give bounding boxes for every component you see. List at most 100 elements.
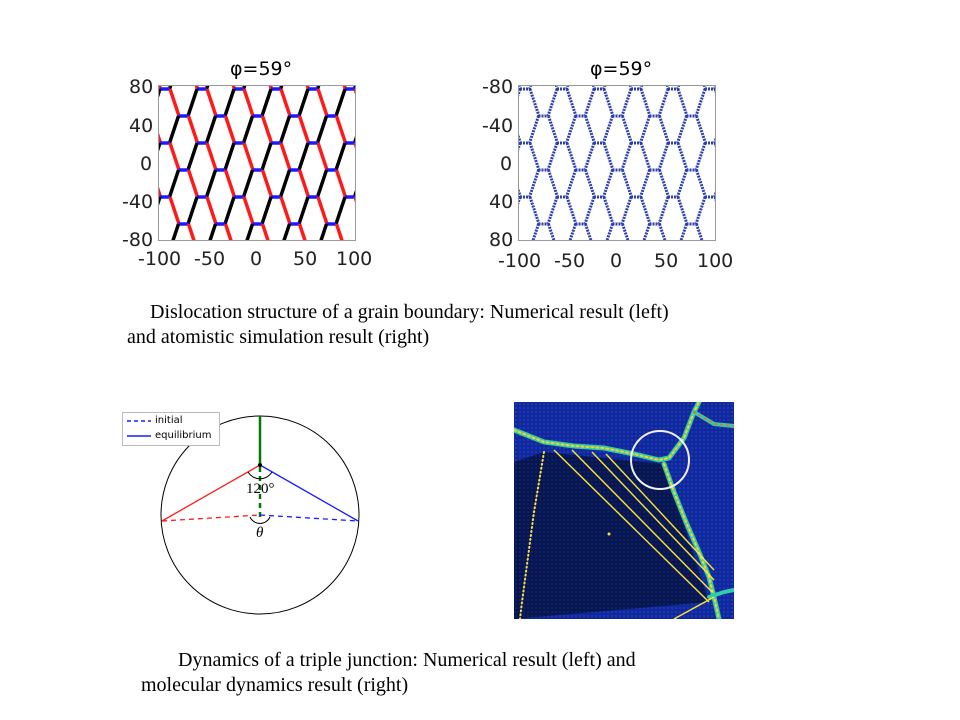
hexagon-segment xyxy=(658,223,667,240)
hexagon-segment xyxy=(242,196,255,225)
hexagon-segment xyxy=(620,88,633,117)
hexagon-segment xyxy=(204,115,218,144)
angle-arc-120 xyxy=(247,471,273,480)
hexagon-segment xyxy=(546,142,559,171)
right-y-tick: -80 xyxy=(482,76,514,98)
hexagon-segment xyxy=(168,196,181,225)
hexagon-segment xyxy=(159,88,162,98)
hexagon-segment xyxy=(620,142,633,171)
md-simulation-svg xyxy=(514,402,734,619)
hexagon-segment xyxy=(297,223,307,240)
hexagon-segment xyxy=(547,115,559,144)
hexagon-segment xyxy=(260,196,273,225)
hexagon-segment xyxy=(702,86,707,90)
left-y-tick: -80 xyxy=(122,229,154,251)
left-x-tick: -100 xyxy=(138,248,182,270)
hexagon-segment xyxy=(278,169,292,198)
md-dark-grain xyxy=(514,452,709,619)
hexagon-segment xyxy=(528,115,540,144)
hexagon-segment xyxy=(679,223,688,240)
hexagon-segment xyxy=(223,115,237,144)
hexagon-segment xyxy=(546,196,559,225)
hexagon-segment xyxy=(315,86,321,90)
triple-junction-highlight xyxy=(630,430,690,490)
hexagon-segment xyxy=(316,88,329,117)
hexagon-segment xyxy=(639,88,652,117)
right-y-tick: 0 xyxy=(500,153,513,175)
red-equilibrium-line xyxy=(161,464,261,522)
angle-label-120: 120° xyxy=(246,481,275,497)
hexagon-segment xyxy=(297,142,310,171)
hexagon-segment xyxy=(319,223,329,240)
left-plot-title: φ=59° xyxy=(230,58,293,80)
hexagon-segment xyxy=(519,133,522,144)
hexagon-segment xyxy=(186,88,199,117)
right-y-tick: -40 xyxy=(482,115,514,137)
left-hexagon-plot xyxy=(158,85,356,241)
solid-line-icon xyxy=(127,434,151,437)
left-x-tick: 100 xyxy=(336,248,373,270)
hexagon-segment xyxy=(282,223,292,240)
hexagon-segment xyxy=(167,115,181,144)
hexagon-segment xyxy=(694,142,707,171)
hexagon-segment xyxy=(223,223,233,240)
hexagon-segment xyxy=(223,169,237,198)
hexagon-segment xyxy=(260,169,274,198)
hexagon-segment xyxy=(168,88,181,117)
hexagon-segment xyxy=(279,142,292,171)
hexagon-segment xyxy=(297,115,311,144)
hexagon-segment xyxy=(676,142,689,171)
hexagon-segment xyxy=(658,115,670,144)
hexagon-segment xyxy=(528,196,541,225)
hexagon-segment xyxy=(639,115,651,144)
hexagon-segment xyxy=(223,88,236,117)
hexagon-segment xyxy=(297,88,310,117)
hexagon-segment xyxy=(208,223,218,240)
blue-equilibrium-line xyxy=(259,464,359,522)
hexagon-segment xyxy=(591,86,596,90)
hexagon-segment xyxy=(605,223,614,240)
hexagon-segment xyxy=(241,115,255,144)
hexagon-segment xyxy=(602,169,614,198)
legend-item-equilibrium: equilibrium xyxy=(127,430,212,441)
hexagon-segment xyxy=(584,115,596,144)
blue-initial-line xyxy=(259,514,359,522)
hexagon-segment xyxy=(657,88,670,117)
hexagon-segment xyxy=(223,196,236,225)
hexagon-segment xyxy=(602,115,614,144)
red-initial-line xyxy=(161,514,261,522)
hexagon-segment xyxy=(260,88,273,117)
left-y-tick: 40 xyxy=(129,115,154,137)
hexagon-segment xyxy=(695,169,707,198)
hexagon-segment xyxy=(621,223,630,240)
figure1-caption-line1: Dislocation structure of a grain boundar… xyxy=(150,301,669,323)
hexagon-segment xyxy=(639,86,644,90)
hexagon-segment xyxy=(268,86,274,90)
hexagon-segment xyxy=(658,169,670,198)
right-y-tick: 40 xyxy=(489,191,514,213)
hexagon-segment xyxy=(583,196,596,225)
hexagon-segment xyxy=(639,169,651,198)
figure1-caption-line2: and atomistic simulation result (right) xyxy=(127,326,430,348)
hexagon-segment xyxy=(167,169,181,198)
hexagon-segment xyxy=(260,223,270,240)
hexagon-segment xyxy=(602,88,615,117)
left-x-tick: 0 xyxy=(250,248,263,270)
hexagon-segment xyxy=(554,86,559,90)
hexagon-segment xyxy=(278,115,292,144)
hexagon-segment xyxy=(205,196,218,225)
hexagon-segment xyxy=(223,142,236,171)
hexagon-segment xyxy=(315,115,329,144)
hexagon-segment xyxy=(565,196,578,225)
hexagon-segment xyxy=(316,142,329,171)
junction-point xyxy=(258,463,262,467)
hexagon-segment xyxy=(297,169,311,198)
figure2-caption-line2: molecular dynamics result (right) xyxy=(141,674,409,696)
hexagon-segment xyxy=(194,86,200,90)
hexagon-segment xyxy=(621,169,633,198)
hexagon-segment xyxy=(565,86,570,90)
hexagon-segment xyxy=(547,223,556,240)
hexagon-segment xyxy=(186,169,200,198)
hexagon-segment xyxy=(713,136,715,144)
hexagon-segment xyxy=(694,196,707,225)
